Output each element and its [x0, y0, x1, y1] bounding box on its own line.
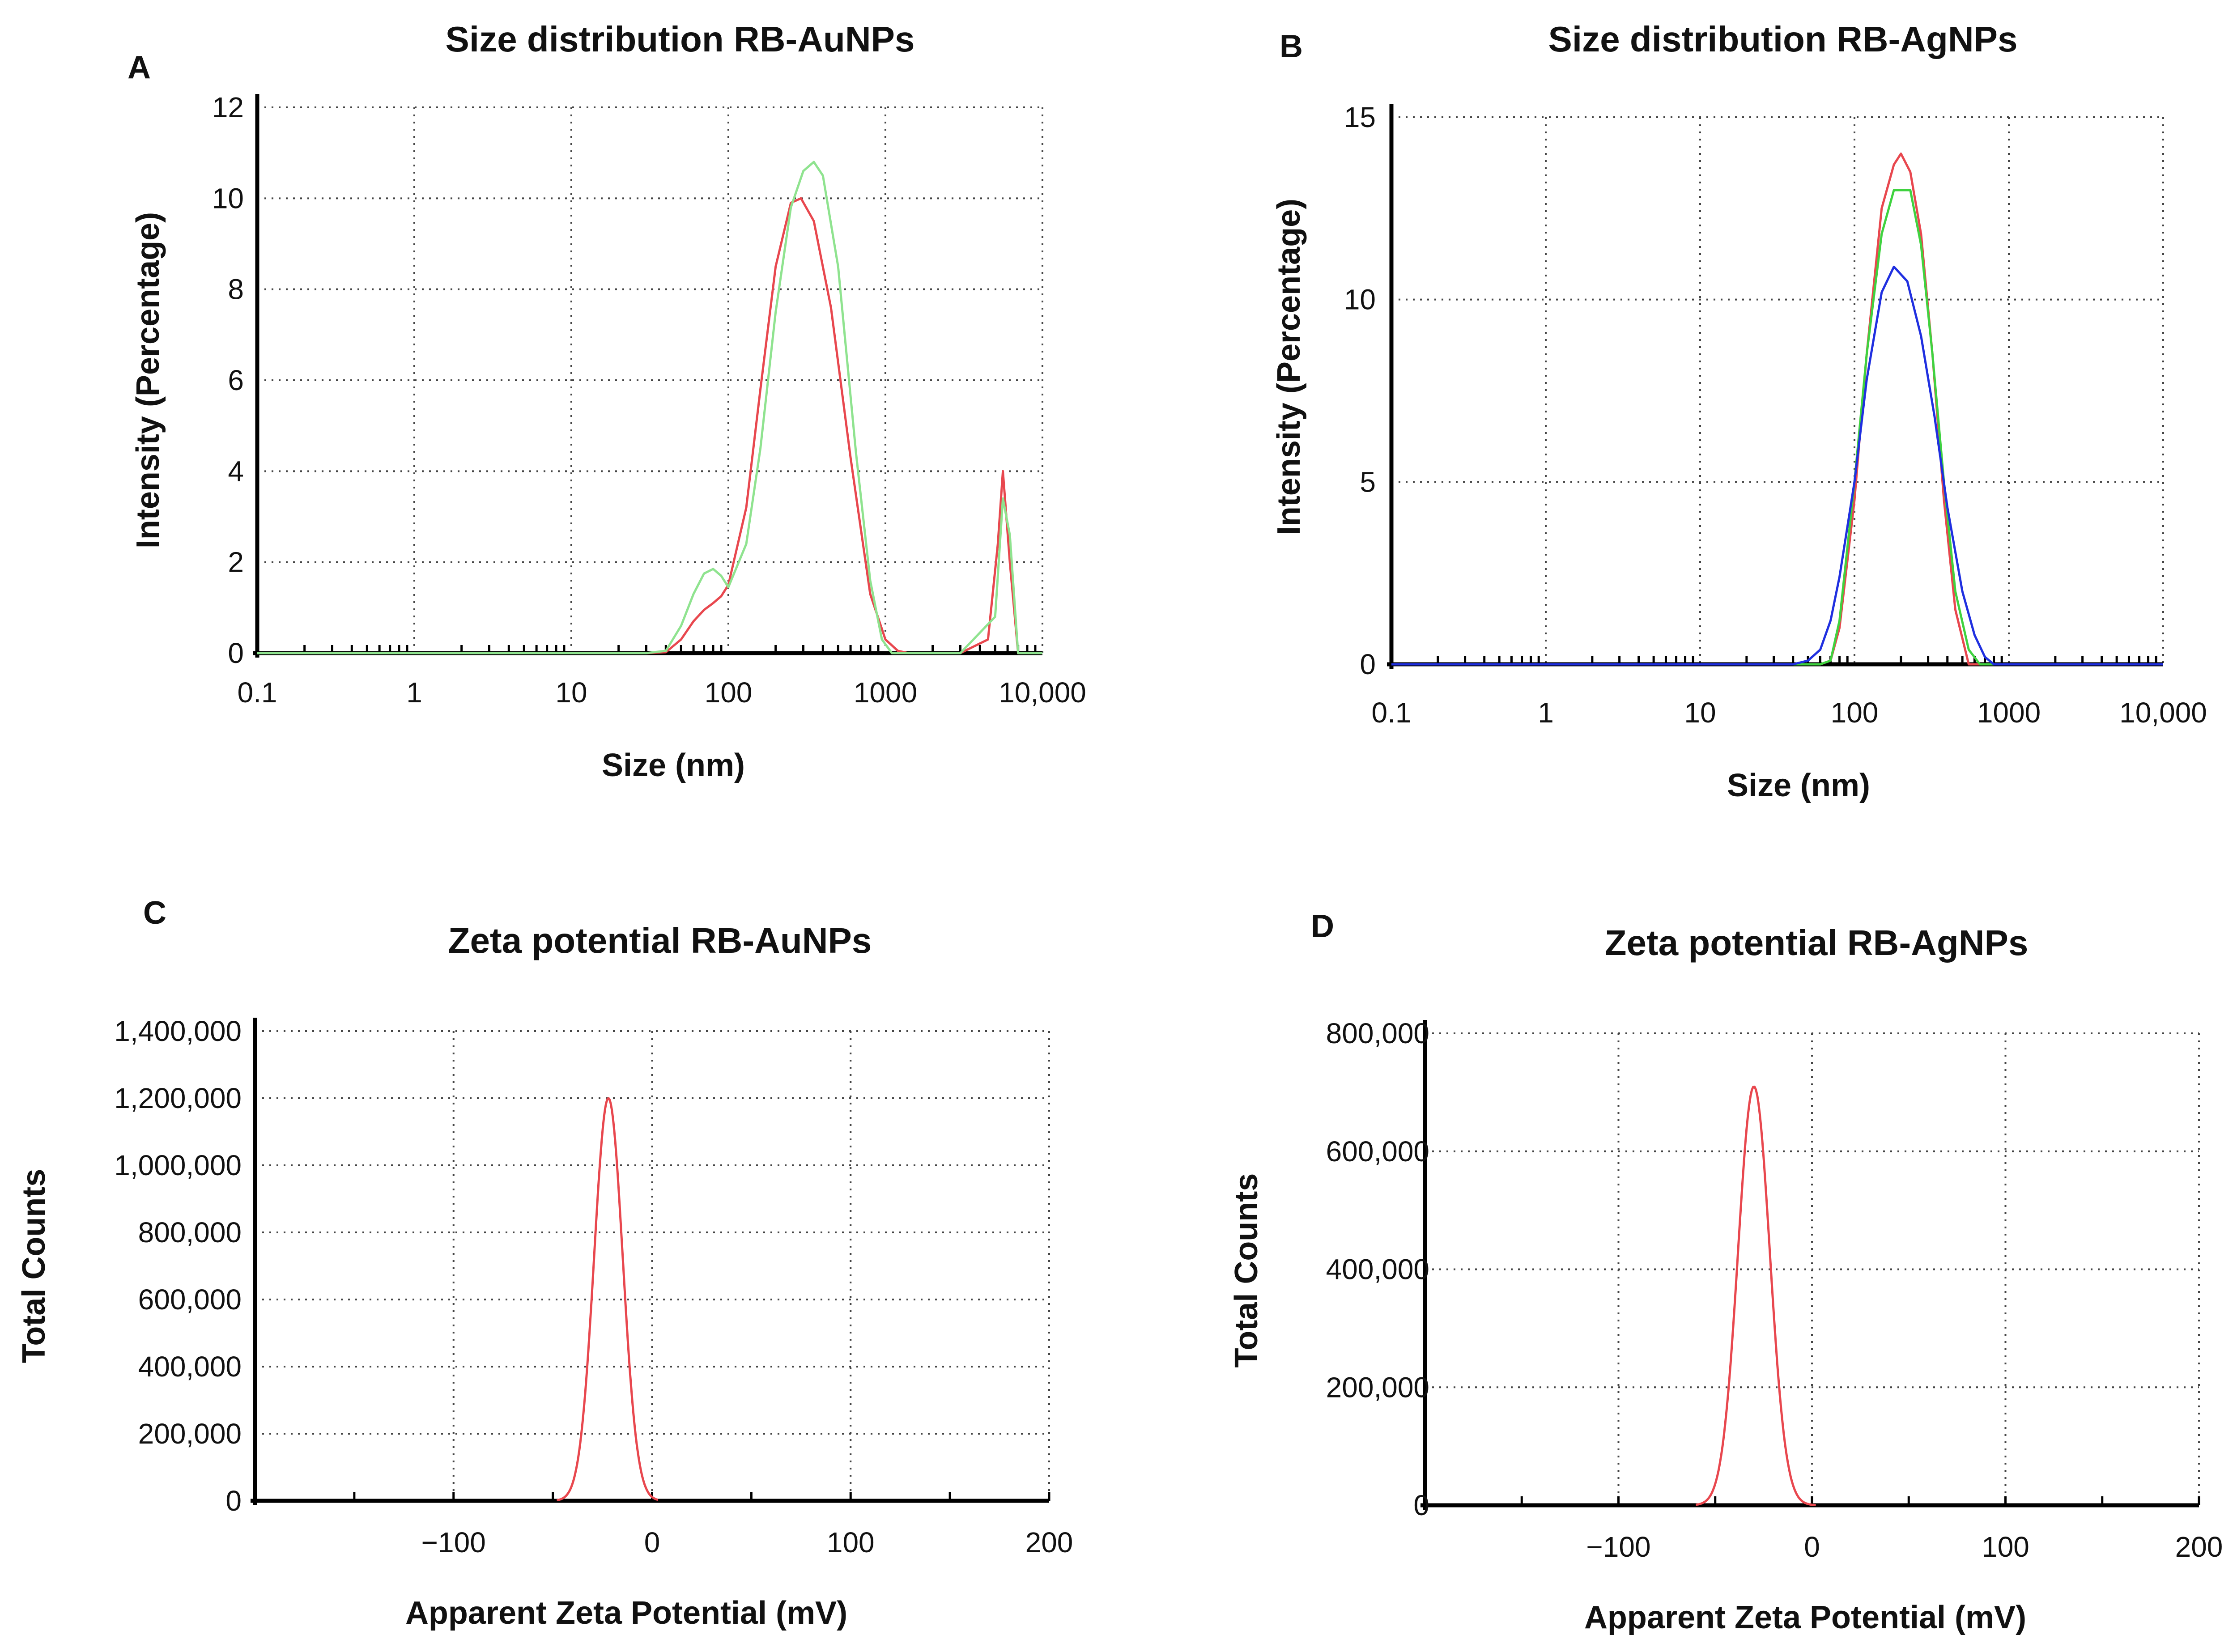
- x-tick-label: 10: [555, 676, 587, 709]
- x-tick-label: 10,000: [999, 676, 1086, 709]
- x-tick-label: 0: [644, 1526, 660, 1559]
- x-axis-label: Size (nm): [1727, 768, 1870, 803]
- y-tick-label: 8: [228, 273, 244, 306]
- y-tick-label: 10: [212, 182, 244, 214]
- y-axis-label: Total Counts: [16, 1169, 52, 1363]
- chart-panel-b: 0 5 10 15 0.1 1 10 100 1000 10,000 Size distributi…: [1271, 19, 2207, 803]
- panel-letter: B: [1280, 29, 1303, 64]
- y-tick-label: 6: [228, 364, 244, 396]
- y-tick-label: 0: [225, 1485, 242, 1517]
- chart-panel-a: 0 2 4 6 8 10 12 0.1 1 10 100 1000 10,000 Size distrib…: [128, 19, 1086, 783]
- x-tick-label: 200: [1025, 1526, 1073, 1559]
- y-tick-label: 200,000: [138, 1418, 242, 1450]
- series-line-3: [1391, 265, 2163, 666]
- x-tick-label: 10: [1684, 696, 1716, 729]
- y-tick-label: 5: [1360, 466, 1376, 498]
- y-tick-label: 12: [212, 91, 244, 123]
- x-tick-label: 1: [1538, 696, 1554, 729]
- x-tick-label: 1000: [854, 676, 917, 709]
- y-tick-label: 10: [1344, 284, 1376, 316]
- x-tick-label: 100: [1831, 696, 1879, 729]
- x-tick-label: 100: [705, 676, 753, 709]
- x-tick-label: 0.1: [238, 676, 277, 709]
- x-tick-label: 0: [1804, 1531, 1820, 1563]
- y-tick-label: 15: [1344, 101, 1376, 133]
- y-tick-label: 0: [1360, 648, 1376, 680]
- y-tick-label: 0: [1413, 1489, 1429, 1521]
- panel-letter: A: [128, 50, 151, 85]
- y-tick-label: 1,000,000: [114, 1149, 242, 1181]
- x-tick-label: 0.1: [1372, 696, 1412, 729]
- chart-title: Zeta potential RB-AuNPs: [448, 921, 872, 960]
- x-tick-label: 10,000: [2119, 696, 2207, 729]
- x-axis-label: Apparent Zeta Potential (mV): [405, 1595, 847, 1631]
- x-axis-label: Apparent Zeta Potential (mV): [1584, 1600, 2026, 1635]
- panel-letter: D: [1311, 909, 1334, 944]
- x-axis-label: Size (nm): [602, 747, 745, 783]
- y-axis-label: Intensity (Percentage): [1271, 199, 1307, 535]
- panel-letter: C: [143, 895, 166, 931]
- chart-title: Size distribution RB-AgNPs: [1548, 19, 2018, 59]
- x-tick-label: 1: [406, 676, 422, 709]
- y-tick-label: 2: [228, 546, 244, 578]
- x-tick-label: 200: [2175, 1531, 2223, 1563]
- x-tick-label: 100: [1982, 1531, 2029, 1563]
- y-tick-label: 1,400,000: [114, 1015, 242, 1047]
- y-tick-label: 4: [228, 455, 244, 487]
- series-line-1: [257, 197, 1042, 654]
- series-line-2: [1391, 189, 2163, 666]
- y-tick-label: 800,000: [138, 1216, 242, 1249]
- series-line-1: [1391, 153, 2163, 666]
- chart-panel-c: 0 200,000 400,000 600,000 800,000 1,000,000 1,…: [16, 895, 1073, 1631]
- y-tick-label: 200,000: [1326, 1371, 1429, 1403]
- chart-panel-d: 0 200,000 400,000 600,000 800,000 −100 0 100 200…: [1229, 909, 2223, 1635]
- chart-title: Zeta potential RB-AgNPs: [1605, 923, 2029, 963]
- x-tick-label: 1000: [1977, 696, 2041, 729]
- series-line-1: [557, 1097, 659, 1502]
- y-axis-label: Total Counts: [1229, 1173, 1264, 1368]
- chart-title: Size distribution RB-AuNPs: [446, 19, 915, 59]
- y-tick-label: 600,000: [1326, 1135, 1429, 1168]
- series-line-2: [257, 161, 1042, 654]
- series-line-1: [1696, 1085, 1816, 1506]
- y-tick-label: 600,000: [138, 1283, 242, 1316]
- y-tick-label: 0: [228, 637, 244, 669]
- y-tick-label: 400,000: [138, 1350, 242, 1383]
- x-tick-label: −100: [1586, 1531, 1650, 1563]
- y-axis-label: Intensity (Percentage): [130, 212, 166, 548]
- y-tick-label: 800,000: [1326, 1017, 1429, 1049]
- y-tick-label: 400,000: [1326, 1253, 1429, 1286]
- y-tick-label: 1,200,000: [114, 1082, 242, 1114]
- x-tick-label: −100: [421, 1526, 486, 1559]
- x-tick-label: 100: [827, 1526, 875, 1559]
